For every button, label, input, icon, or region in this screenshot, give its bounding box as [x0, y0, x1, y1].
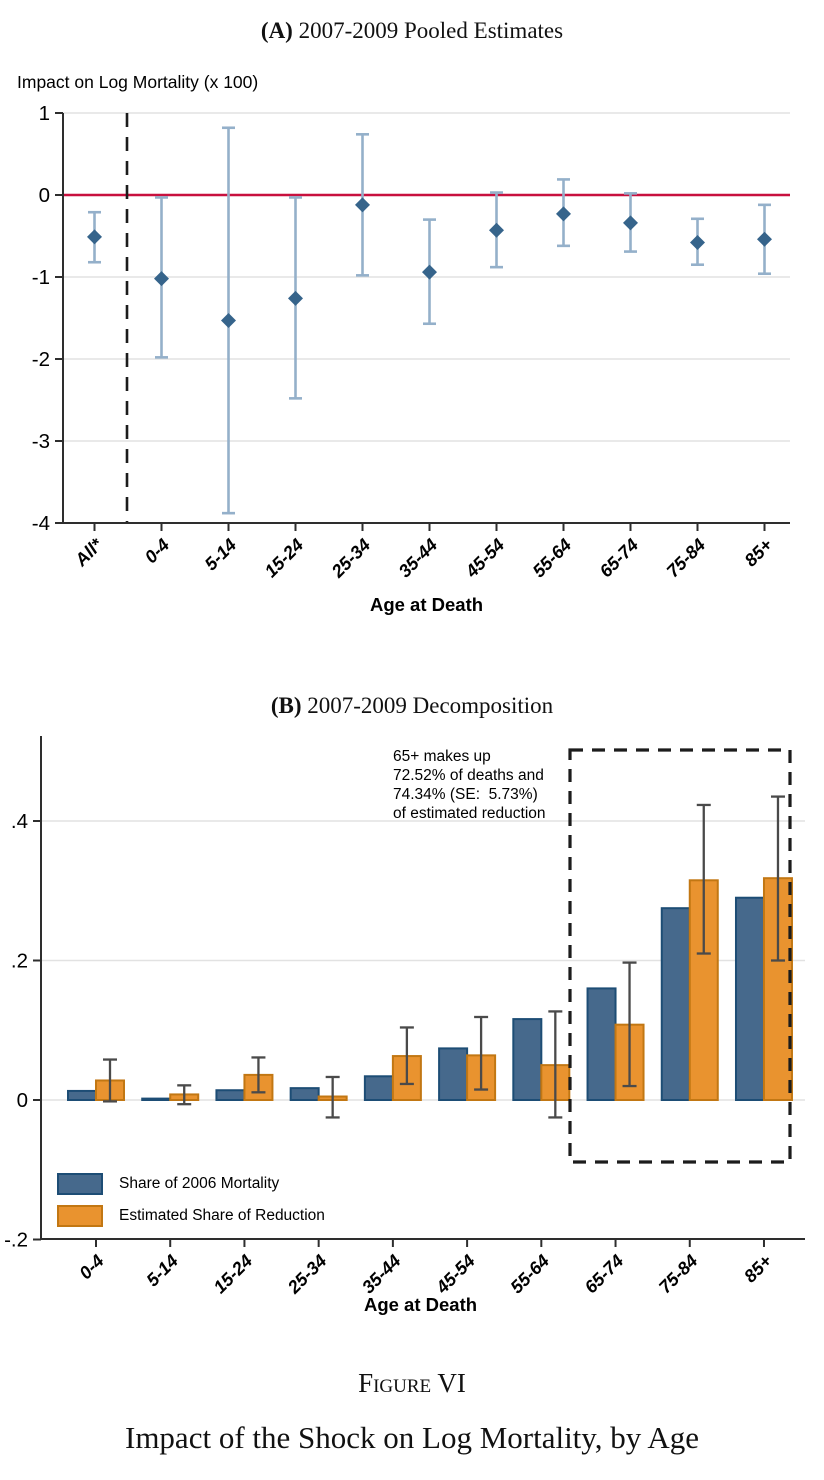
panel-b-x-tick-label: 35-44 — [358, 1251, 405, 1298]
panel-b-x-tick-label: 15-24 — [210, 1251, 257, 1298]
panel-b-x-tick-label: 45-54 — [432, 1251, 479, 1298]
panel-b-annotation: 65+ makes up 72.52% of deaths and 74.34%… — [393, 748, 546, 822]
panel-a-x-tick-label: 25-34 — [327, 535, 374, 582]
panel-b-legend: Share of 2006 Mortality Estimated Share … — [57, 1172, 325, 1236]
estimate-point — [690, 235, 705, 251]
panel-a-y-tick-label: -1 — [32, 266, 50, 289]
panel-a-x-tick-label: All* — [70, 534, 107, 571]
panel-b-x-tick-label: 0-4 — [75, 1251, 108, 1284]
panel-b-x-tick-label: 85+ — [740, 1250, 776, 1286]
bar-share-mortality — [586, 987, 617, 1102]
panel-a-x-tick-label: 35-44 — [395, 535, 442, 582]
panel-b-y-tick-label: 0 — [17, 1089, 28, 1112]
panel-b-y-tick-label: -.2 — [4, 1229, 28, 1252]
estimate-point — [355, 197, 370, 213]
panel-a-y-tick-label: -4 — [32, 512, 50, 535]
figure-title: Impact of the Shock on Log Mortality, by… — [125, 1420, 699, 1455]
panel-b-x-tick-label: 75-84 — [655, 1251, 702, 1298]
bar-share-mortality — [141, 1097, 172, 1101]
estimate-point — [221, 312, 236, 328]
panel-b-title-prefix: (B) — [270, 693, 302, 718]
bar-share-mortality — [289, 1087, 320, 1101]
estimate-point — [757, 231, 772, 247]
estimate-point — [556, 206, 571, 222]
panel-a-x-tick-label: 85+ — [741, 534, 777, 570]
legend-swatch-blue — [57, 1173, 103, 1195]
panel-a-x-axis-title: Age at Death — [369, 594, 484, 615]
panel-b-y-tick-label: .4 — [11, 810, 28, 833]
panel-a-y-tick-label: 1 — [39, 102, 50, 125]
estimate-point — [623, 215, 638, 231]
estimate-point — [422, 264, 437, 280]
bar-share-mortality — [67, 1089, 97, 1101]
panel-a-y-axis-title: Impact on Log Mortality (x 100) — [17, 72, 259, 92]
bar-share-mortality — [363, 1075, 394, 1102]
panel-a-y-tick-label: 0 — [39, 184, 50, 207]
bar-share-mortality — [215, 1089, 246, 1101]
bar-share-mortality — [512, 1018, 543, 1102]
bar-share-mortality — [438, 1047, 469, 1102]
panel-a-title: (A) 2007-2009 Pooled Estimates — [0, 18, 824, 44]
legend-row-mortality: Share of 2006 Mortality — [57, 1172, 325, 1196]
panel-a-x-tick-label: 75-84 — [663, 535, 710, 582]
panel-b-x-tick-label: 65-74 — [581, 1251, 628, 1298]
estimate-point — [87, 229, 102, 245]
panel-b-x-tick-label: 55-64 — [506, 1251, 553, 1298]
figure-label: Figure VI — [358, 1368, 466, 1398]
estimate-point — [288, 290, 303, 306]
panel-a-x-tick-label: 0-4 — [141, 535, 174, 568]
panel-a-x-tick-label: 45-54 — [461, 535, 508, 582]
panel-a-title-text: 2007-2009 Pooled Estimates — [292, 18, 564, 43]
highlight-box-65plus — [568, 748, 792, 1164]
panel-a-x-tick-label: 15-24 — [261, 535, 308, 582]
panel-b-title-text: 2007-2009 Decomposition — [301, 693, 554, 718]
estimate-point — [154, 271, 169, 287]
panel-b-x-tick-label: 5-14 — [142, 1251, 182, 1291]
panel-a-x-tick-label: 65-74 — [596, 535, 643, 582]
bar-share-mortality — [734, 896, 765, 1101]
panel-a-title-prefix: (A) — [260, 18, 293, 43]
bar-share-mortality — [660, 907, 691, 1101]
panel-b-x-axis-title: Age at Death — [363, 1294, 478, 1315]
panel-b-x-tick-label: 25-34 — [283, 1251, 330, 1298]
estimate-point — [489, 222, 504, 238]
panel-a-x-tick-label: 55-64 — [529, 535, 576, 582]
legend-row-reduction: Estimated Share of Reduction — [57, 1204, 325, 1228]
panel-b-y-tick-label: .2 — [11, 950, 28, 973]
legend-swatch-orange — [57, 1205, 103, 1227]
panel-a-y-tick-label: -2 — [32, 348, 50, 371]
legend-label-reduction: Estimated Share of Reduction — [119, 1207, 325, 1224]
panel-b-title: (B) 2007-2009 Decomposition — [0, 693, 824, 719]
legend-label-mortality: Share of 2006 Mortality — [119, 1175, 280, 1192]
panel-a-y-tick-label: -3 — [32, 430, 50, 453]
panel-a-x-tick-label: 5-14 — [201, 535, 241, 575]
